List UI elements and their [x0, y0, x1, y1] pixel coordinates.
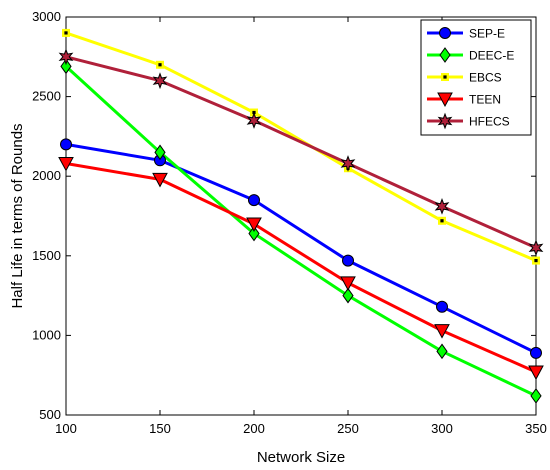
data-point-teen: [340, 276, 356, 291]
data-point-sep-e: [436, 300, 448, 313]
y-tick-label: 3000: [32, 9, 61, 24]
y-tick-label: 1500: [32, 248, 61, 263]
data-point-deec-e: [60, 58, 72, 75]
legend-label: EBCS: [469, 71, 502, 85]
legend-label: SEP-E: [469, 27, 505, 41]
data-point-hfecs: [434, 197, 450, 215]
data-point-hfecs: [246, 112, 262, 129]
legend-label: DEEC-E: [469, 49, 514, 63]
legend-label: HFECS: [469, 115, 510, 129]
legend-marker: [437, 112, 453, 130]
data-point-hfecs: [152, 72, 168, 90]
y-axis-label: Half Life in terms of Rounds: [9, 123, 26, 308]
data-point-teen: [58, 156, 74, 172]
axis-ticks: 100 150 200 250 300 350 500 1000 1500 2000 2500 300…: [32, 9, 547, 436]
data-point-sep-e: [60, 138, 72, 151]
series-line-ebcs: [65, 31, 537, 262]
x-tick-label: 150: [149, 421, 171, 436]
data-point-deec-e: [154, 144, 166, 161]
data-point-teen: [246, 217, 262, 233]
series-line-hfecs: [65, 55, 537, 250]
series-line-teen: [65, 162, 537, 374]
data-point-deec-e: [530, 388, 542, 404]
data-point-sep-e: [530, 346, 542, 359]
data-point-ebcs: [438, 216, 446, 225]
data-point-teen: [528, 365, 544, 381]
data-point-hfecs: [528, 239, 544, 257]
x-tick-label: 250: [337, 421, 359, 436]
series-line-deec-e: [64, 65, 537, 398]
data-point-deec-e: [248, 225, 260, 242]
legend-marker: [439, 47, 451, 63]
legend-marker: [441, 73, 449, 81]
data-point-ebcs-center: [158, 63, 162, 67]
data-point-teen: [152, 172, 168, 188]
x-tick-label: 350: [525, 421, 547, 436]
series-line-sep-e: [65, 142, 537, 355]
y-tick-label: 1000: [32, 327, 61, 342]
data-point-ebcs: [62, 28, 70, 37]
legend: SEP-E DEEC-E EBCS TEEN HFECS: [420, 19, 532, 136]
data-point-sep-e: [248, 194, 260, 207]
data-point-ebcs-center: [534, 258, 538, 263]
data-point-deec-e: [342, 287, 354, 304]
legend-marker: [439, 27, 451, 39]
x-tick-label: 200: [243, 421, 265, 436]
data-point-teen: [434, 324, 450, 339]
data-point-sep-e: [342, 254, 354, 267]
x-tick-label: 300: [431, 421, 453, 436]
y-tick-label: 2000: [32, 168, 61, 183]
data-point-ebcs: [532, 256, 540, 265]
x-axis-label: Network Size: [257, 449, 345, 466]
data-point-ebcs-center: [64, 31, 68, 35]
x-tick-label: 100: [55, 421, 77, 436]
data-point-hfecs: [340, 155, 356, 172]
legend-marker-center: [443, 75, 447, 79]
data-point-deec-e: [436, 343, 448, 360]
y-tick-label: 500: [39, 407, 61, 422]
data-point-ebcs: [156, 60, 164, 69]
legend-label: TEEN: [469, 93, 501, 107]
legend-marker: [437, 92, 453, 108]
data-point-ebcs-center: [440, 219, 444, 223]
series-layer: [58, 28, 544, 404]
data-point-hfecs: [58, 48, 74, 66]
y-tick-label: 2500: [32, 89, 61, 104]
